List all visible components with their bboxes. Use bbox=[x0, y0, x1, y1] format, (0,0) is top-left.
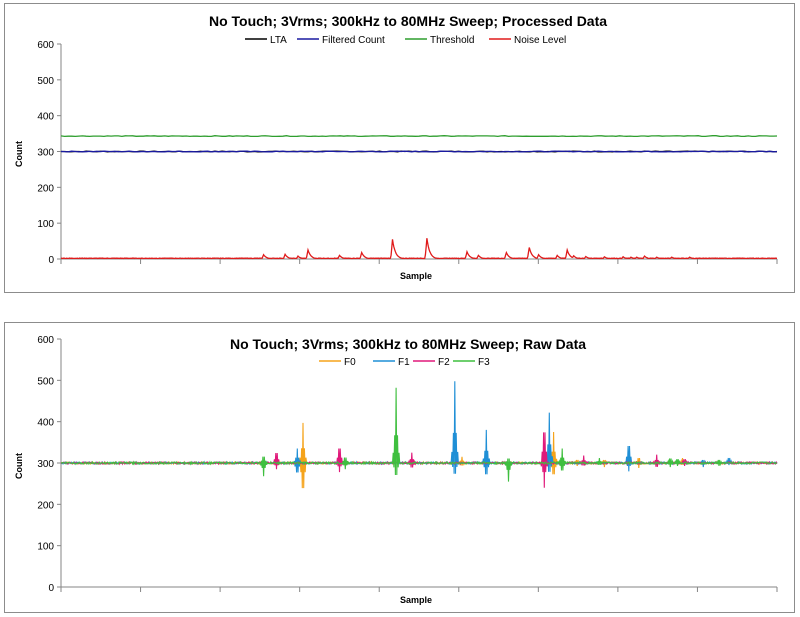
y-axis-label: Count bbox=[14, 141, 24, 167]
raw-data-chart: No Touch; 3Vrms; 300kHz to 80MHz Sweep; … bbox=[4, 322, 795, 613]
legend-label: F2 bbox=[438, 357, 450, 368]
legend-label: F1 bbox=[398, 357, 410, 368]
y-axis-label: Count bbox=[14, 453, 24, 479]
chart-title: No Touch; 3Vrms; 300kHz to 80MHz Sweep; … bbox=[230, 336, 586, 352]
chart-title: No Touch; 3Vrms; 300kHz to 80MHz Sweep; … bbox=[209, 13, 607, 29]
plot-area bbox=[60, 381, 778, 489]
series-line bbox=[60, 238, 778, 260]
legend-label: LTA bbox=[270, 35, 287, 46]
legend-label: F3 bbox=[478, 357, 490, 368]
y-tick-label: 600 bbox=[37, 335, 54, 346]
series-line bbox=[60, 135, 778, 138]
y-tick-label: 100 bbox=[37, 542, 54, 553]
legend-label: Threshold bbox=[430, 35, 474, 46]
y-tick-label: 100 bbox=[37, 219, 54, 230]
y-tick-label: 400 bbox=[37, 112, 54, 123]
y-tick-label: 300 bbox=[37, 148, 54, 159]
y-tick-label: 300 bbox=[37, 459, 54, 470]
y-tick-label: 400 bbox=[37, 418, 54, 429]
y-tick-label: 500 bbox=[37, 376, 54, 387]
legend-label: Filtered Count bbox=[322, 35, 385, 46]
raw-data-chart-svg: No Touch; 3Vrms; 300kHz to 80MHz Sweep; … bbox=[14, 335, 778, 605]
x-axis bbox=[60, 586, 778, 592]
y-axis: 0 100 200 300 400 500 600 bbox=[37, 40, 62, 266]
x-axis-label: Sample bbox=[400, 271, 432, 281]
series-line bbox=[60, 150, 778, 153]
series-line bbox=[60, 422, 778, 489]
y-tick-label: 200 bbox=[37, 183, 54, 194]
y-tick-label: 0 bbox=[48, 583, 54, 594]
y-tick-label: 500 bbox=[37, 76, 54, 87]
chart-legend: F0 F1 F2 F3 bbox=[319, 357, 490, 368]
x-axis bbox=[60, 258, 778, 264]
legend-label: Noise Level bbox=[514, 35, 566, 46]
y-tick-label: 0 bbox=[48, 255, 54, 266]
x-axis-label: Sample bbox=[400, 595, 432, 605]
y-tick-label: 200 bbox=[37, 500, 54, 511]
y-axis: 0 100 200 300 400 500 600 bbox=[37, 335, 62, 594]
y-tick-label: 600 bbox=[37, 40, 54, 51]
processed-data-chart-svg: No Touch; 3Vrms; 300kHz to 80MHz Sweep; … bbox=[14, 13, 778, 281]
plot-area bbox=[60, 135, 778, 260]
chart-legend: LTA Filtered Count Threshold Noise Level bbox=[245, 35, 566, 46]
processed-data-chart: No Touch; 3Vrms; 300kHz to 80MHz Sweep; … bbox=[4, 3, 795, 293]
series-line bbox=[60, 387, 777, 482]
legend-label: F0 bbox=[344, 357, 356, 368]
